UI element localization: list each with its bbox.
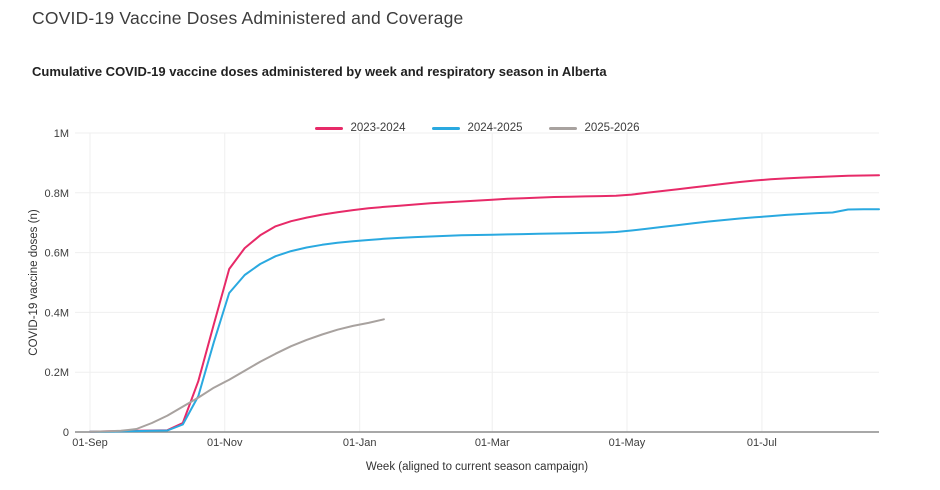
x-axis-title: Week (aligned to current season campaign… xyxy=(366,461,588,473)
y-tick-label: 0.4M xyxy=(45,307,69,319)
line-chart[interactable]: 01-Sep 01-Nov 01-Jan 01-Mar 01-May 01-Jul 0 0.2… xyxy=(0,110,940,490)
legend-label: 2025-2026 xyxy=(584,122,640,134)
series-line-2024-2025[interactable] xyxy=(89,208,880,433)
x-tick-label: 01-Mar xyxy=(475,437,510,449)
series-line-2023-2024[interactable] xyxy=(89,174,880,433)
x-tick-label: 01-Jul xyxy=(747,437,777,449)
x-tick-label: 01-Jan xyxy=(343,437,377,449)
x-tick-label: 01-May xyxy=(609,437,646,449)
y-tick-label: 0.6M xyxy=(45,248,69,260)
legend-item-2023-2024[interactable]: 2023-2024 xyxy=(314,122,406,134)
y-tick-label: 0.2M xyxy=(45,367,69,379)
legend-swatch-2025-2026 xyxy=(548,126,577,130)
y-tick-label: 1M xyxy=(54,128,69,140)
y-axis-title: COVID-19 vaccine doses (n) xyxy=(28,209,40,356)
x-tick-label: 01-Sep xyxy=(72,437,107,449)
legend-item-2025-2026[interactable]: 2025-2026 xyxy=(548,122,640,134)
y-tick-label: 0 xyxy=(63,427,69,439)
legend-label: 2024-2025 xyxy=(467,122,523,134)
legend-swatch-2023-2024 xyxy=(314,126,343,130)
page-title: COVID-19 Vaccine Doses Administered and … xyxy=(32,8,464,28)
legend-label: 2023-2024 xyxy=(350,122,406,134)
legend-swatch-2024-2025 xyxy=(431,126,460,130)
series-line-2025-2026[interactable] xyxy=(89,318,385,433)
y-tick-label: 0.8M xyxy=(45,188,69,200)
legend: 2023-2024 2024-2025 2025-2026 xyxy=(75,122,879,134)
chart-title: Cumulative COVID-19 vaccine doses admini… xyxy=(32,64,607,79)
x-tick-label: 01-Nov xyxy=(207,437,243,449)
legend-item-2024-2025[interactable]: 2024-2025 xyxy=(431,122,523,134)
